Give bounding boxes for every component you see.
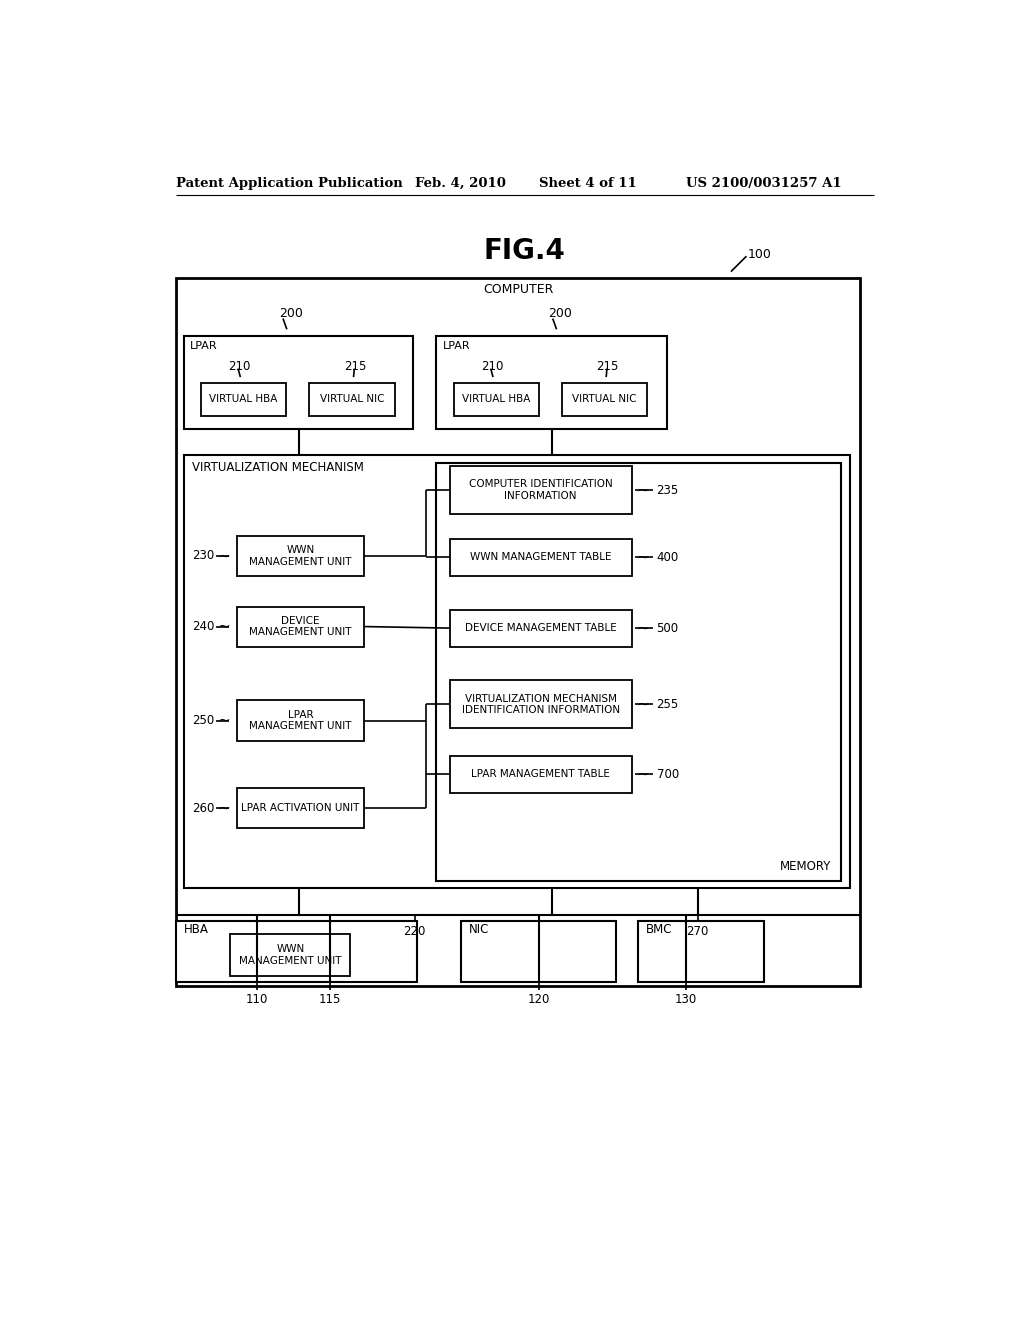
- FancyBboxPatch shape: [183, 335, 414, 429]
- Text: Patent Application Publication: Patent Application Publication: [176, 177, 402, 190]
- Text: LPAR MANAGEMENT TABLE: LPAR MANAGEMENT TABLE: [471, 770, 610, 779]
- Text: 110: 110: [246, 993, 268, 1006]
- FancyBboxPatch shape: [436, 462, 841, 880]
- FancyBboxPatch shape: [436, 335, 668, 429]
- Text: 230: 230: [193, 549, 215, 562]
- FancyBboxPatch shape: [183, 455, 850, 888]
- FancyBboxPatch shape: [450, 539, 632, 576]
- Text: 100: 100: [748, 248, 772, 261]
- FancyBboxPatch shape: [237, 788, 365, 829]
- FancyBboxPatch shape: [201, 383, 286, 416]
- Text: 270: 270: [686, 925, 709, 939]
- FancyBboxPatch shape: [237, 701, 365, 741]
- Text: LPAR
MANAGEMENT UNIT: LPAR MANAGEMENT UNIT: [249, 710, 351, 731]
- Text: ~: ~: [636, 697, 649, 711]
- Text: 220: 220: [403, 925, 426, 939]
- Text: 255: 255: [656, 698, 679, 711]
- FancyBboxPatch shape: [562, 383, 647, 416]
- Text: FIG.4: FIG.4: [484, 236, 565, 265]
- Text: WWN
MANAGEMENT UNIT: WWN MANAGEMENT UNIT: [249, 545, 351, 566]
- Text: LPAR: LPAR: [442, 342, 470, 351]
- Text: US 2100/0031257 A1: US 2100/0031257 A1: [686, 177, 842, 190]
- Text: 200: 200: [549, 308, 572, 321]
- FancyBboxPatch shape: [638, 921, 764, 982]
- Text: ~: ~: [636, 549, 649, 565]
- FancyBboxPatch shape: [450, 466, 632, 515]
- FancyBboxPatch shape: [461, 921, 616, 982]
- Text: MEMORY: MEMORY: [780, 861, 831, 874]
- FancyBboxPatch shape: [450, 756, 632, 793]
- FancyBboxPatch shape: [230, 933, 350, 977]
- Text: 115: 115: [318, 993, 341, 1006]
- Text: DEVICE MANAGEMENT TABLE: DEVICE MANAGEMENT TABLE: [465, 623, 616, 634]
- Text: VIRTUAL HBA: VIRTUAL HBA: [462, 395, 530, 404]
- FancyBboxPatch shape: [450, 681, 632, 729]
- Text: ~: ~: [636, 767, 649, 781]
- Text: 130: 130: [675, 993, 697, 1006]
- Text: 200: 200: [279, 308, 303, 321]
- Text: NIC: NIC: [469, 924, 489, 936]
- Text: Sheet 4 of 11: Sheet 4 of 11: [539, 177, 637, 190]
- Text: 120: 120: [527, 993, 550, 1006]
- Text: VIRTUAL NIC: VIRTUAL NIC: [572, 395, 637, 404]
- Text: ~: ~: [217, 548, 230, 564]
- Text: 210: 210: [481, 360, 504, 372]
- Text: LPAR: LPAR: [190, 342, 218, 351]
- FancyBboxPatch shape: [454, 383, 539, 416]
- Text: ~: ~: [636, 483, 649, 498]
- Text: 250: 250: [193, 714, 215, 727]
- Text: ~: ~: [636, 620, 649, 636]
- Text: LPAR ACTIVATION UNIT: LPAR ACTIVATION UNIT: [242, 804, 359, 813]
- Text: COMPUTER: COMPUTER: [483, 282, 553, 296]
- Text: VIRTUALIZATION MECHANISM: VIRTUALIZATION MECHANISM: [191, 461, 364, 474]
- Text: COMPUTER IDENTIFICATION
INFORMATION: COMPUTER IDENTIFICATION INFORMATION: [469, 479, 612, 502]
- Text: 700: 700: [656, 768, 679, 781]
- Text: ~: ~: [217, 619, 230, 634]
- Text: DEVICE
MANAGEMENT UNIT: DEVICE MANAGEMENT UNIT: [249, 615, 351, 638]
- FancyBboxPatch shape: [450, 610, 632, 647]
- FancyBboxPatch shape: [309, 383, 394, 416]
- Text: 260: 260: [193, 801, 215, 814]
- Text: ~: ~: [217, 801, 230, 816]
- Text: VIRTUALIZATION MECHANISM
IDENTIFICATION INFORMATION: VIRTUALIZATION MECHANISM IDENTIFICATION …: [462, 693, 620, 715]
- FancyBboxPatch shape: [176, 277, 860, 986]
- Text: WWN MANAGEMENT TABLE: WWN MANAGEMENT TABLE: [470, 552, 611, 562]
- Text: ~: ~: [217, 713, 230, 729]
- Text: 400: 400: [656, 550, 679, 564]
- Text: 215: 215: [344, 360, 367, 372]
- Text: VIRTUAL HBA: VIRTUAL HBA: [209, 395, 278, 404]
- Text: Feb. 4, 2010: Feb. 4, 2010: [415, 177, 506, 190]
- Text: 210: 210: [228, 360, 251, 372]
- Text: 235: 235: [656, 483, 679, 496]
- Text: 500: 500: [656, 622, 679, 635]
- Text: HBA: HBA: [183, 924, 209, 936]
- FancyBboxPatch shape: [176, 921, 417, 982]
- Text: WWN
MANAGEMENT UNIT: WWN MANAGEMENT UNIT: [240, 944, 342, 966]
- Text: 240: 240: [193, 620, 215, 634]
- FancyBboxPatch shape: [237, 536, 365, 576]
- Text: VIRTUAL NIC: VIRTUAL NIC: [319, 395, 384, 404]
- Text: BMC: BMC: [646, 924, 672, 936]
- FancyBboxPatch shape: [237, 607, 365, 647]
- Text: 215: 215: [597, 360, 618, 372]
